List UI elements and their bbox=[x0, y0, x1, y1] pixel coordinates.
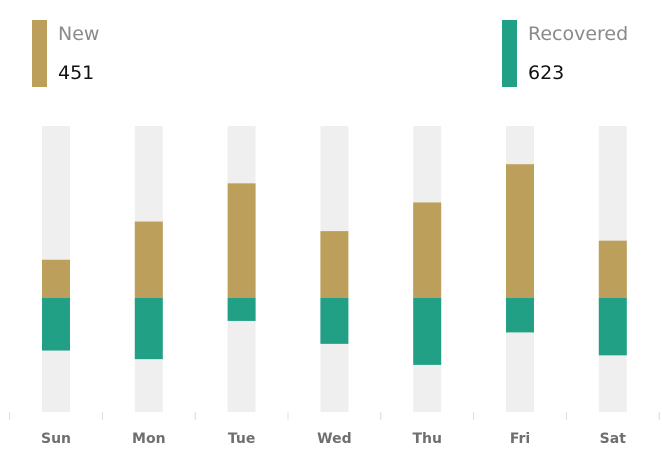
bar-recovered-wed bbox=[320, 298, 349, 344]
x-tick-label: Fri bbox=[510, 431, 530, 447]
new-label: New bbox=[58, 23, 100, 45]
bar-group-thu: Thu bbox=[412, 126, 442, 447]
bar-new-fri bbox=[506, 164, 534, 298]
x-tick-label: Sat bbox=[600, 431, 627, 447]
x-tick-label: Wed bbox=[317, 431, 351, 447]
recovered-label: Recovered bbox=[528, 23, 629, 45]
bar-recovered-sat bbox=[598, 298, 627, 356]
bar-new-mon bbox=[134, 221, 163, 298]
bar-recovered-thu bbox=[413, 298, 442, 365]
x-tick-label: Sun bbox=[41, 431, 71, 447]
x-tick-label: Mon bbox=[132, 431, 166, 447]
bar-new-wed bbox=[320, 231, 349, 298]
bar-new-thu bbox=[413, 202, 442, 298]
bar-new-sun bbox=[42, 259, 70, 298]
bar-group-wed: Wed bbox=[317, 126, 352, 447]
x-axis bbox=[9, 412, 660, 420]
bar-group-mon: Mon bbox=[132, 126, 166, 447]
x-tick-label: Thu bbox=[412, 431, 441, 447]
bar-recovered-sun bbox=[42, 298, 70, 351]
bar-group-sat: Sat bbox=[598, 126, 627, 447]
bar-group-tue: Tue bbox=[227, 126, 256, 447]
bar-group-fri: Fri bbox=[506, 126, 534, 447]
bar-group-sun: Sun bbox=[41, 126, 71, 447]
x-tick-label: Tue bbox=[228, 431, 255, 447]
bar-recovered-fri bbox=[506, 298, 534, 333]
new-value: 451 bbox=[58, 62, 95, 84]
recovered-swatch bbox=[502, 20, 517, 87]
bar-new-sat bbox=[598, 240, 627, 298]
bar-recovered-tue bbox=[227, 298, 256, 321]
new-swatch bbox=[32, 20, 47, 87]
bar-new-tue bbox=[227, 183, 256, 298]
bar-recovered-mon bbox=[134, 298, 163, 360]
recovered-value: 623 bbox=[528, 62, 565, 84]
